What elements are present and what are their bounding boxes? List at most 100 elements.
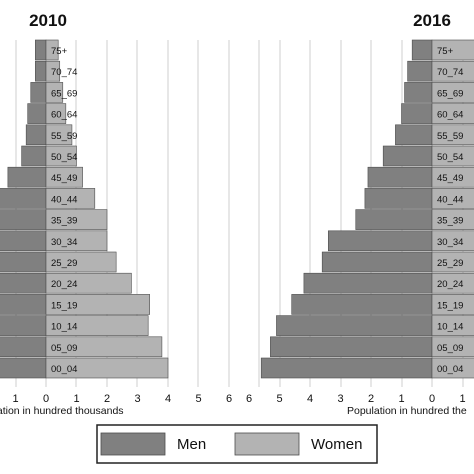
bar-2010-women-50_54	[45, 145, 77, 167]
age-label-2010-30_34: 30_34	[51, 237, 77, 248]
bar-2010-men-30_34	[0, 230, 47, 252]
bar-2016-women-10_14	[431, 315, 474, 336]
bar-2010-men-65_69	[30, 82, 47, 103]
bar-2016-women-65_69	[431, 82, 474, 103]
age-label-2016-50_54: 50_54	[437, 152, 463, 163]
bar-2010-men-45_49	[7, 166, 47, 188]
bar-2010-women-65_69	[45, 82, 64, 103]
bar-2010-men-75+	[35, 39, 47, 61]
bar-2016-men-15_19	[291, 294, 433, 315]
age-label-2016-20_24: 20_24	[437, 279, 463, 290]
age-label-2010-00_04: 00_04	[51, 364, 77, 375]
x-tick-2016-1: 5	[276, 393, 282, 405]
x-tick-2010-2: 1	[73, 393, 79, 405]
bar-2010-men-35_39	[0, 209, 47, 230]
bar-2010-men-05_09	[0, 336, 47, 358]
age-label-2016-10_14: 10_14	[437, 322, 463, 333]
bar-2010-women-20_24	[45, 272, 132, 294]
age-label-2016-60_64: 60_64	[437, 110, 463, 121]
bar-2016-men-45_49	[367, 166, 433, 188]
bar-2010-women-60_64	[45, 103, 67, 124]
legend-women-label: Women	[311, 436, 362, 453]
bar-2010-women-25_29	[45, 251, 117, 273]
age-label-2010-35_39: 35_39	[51, 216, 77, 227]
x-tick-2010-1: 0	[43, 393, 49, 405]
age-label-2016-15_19: 15_19	[437, 300, 463, 311]
age-label-2016-65_69: 65_69	[437, 88, 463, 99]
x-tick-2010-3: 2	[104, 393, 110, 405]
age-label-2010-15_19: 15_19	[51, 300, 77, 311]
bar-2016-men-00_04	[260, 357, 433, 379]
bar-2010-men-10_14	[0, 315, 47, 336]
bar-2010-women-15_19	[45, 294, 150, 315]
x-axis-title-2016: Population in hundred the	[347, 405, 467, 417]
x-tick-2016-3: 3	[337, 393, 343, 405]
legend: Men Women	[96, 424, 378, 464]
bar-2010-men-25_29	[0, 251, 47, 273]
bar-2016-women-00_04	[431, 357, 474, 379]
bar-2010-men-40_44	[0, 188, 47, 209]
x-tick-2016-0: 6	[246, 393, 252, 405]
bar-2016-women-70_74	[431, 60, 474, 82]
bar-2016-women-15_19	[431, 294, 474, 315]
x-tick-2010-7: 6	[226, 393, 232, 405]
age-label-2016-05_09: 05_09	[437, 343, 463, 354]
bar-2010-women-35_39	[45, 209, 108, 230]
x-tick-2010-5: 4	[165, 393, 171, 405]
bar-2016-men-65_69	[404, 82, 433, 103]
bar-2010-women-00_04	[45, 357, 169, 379]
bar-2010-women-30_34	[45, 230, 108, 252]
bar-2016-men-05_09	[270, 336, 433, 358]
age-label-2016-40_44: 40_44	[437, 194, 463, 205]
bar-2016-men-60_64	[401, 103, 433, 124]
bar-2016-women-20_24	[431, 272, 474, 294]
bar-2016-women-25_29	[431, 251, 474, 273]
bar-2010-men-15_19	[0, 294, 47, 315]
bar-2010-women-40_44	[45, 188, 96, 209]
bar-2016-men-20_24	[303, 272, 433, 294]
bar-2016-men-25_29	[321, 251, 433, 273]
chart-title-2016: 2016	[413, 11, 451, 30]
age-label-2016-75+: 75+	[437, 46, 454, 57]
bar-2010-women-10_14	[45, 315, 149, 336]
bar-2016-men-70_74	[407, 60, 433, 82]
chart-title-2010: 2010	[29, 11, 67, 30]
x-tick-labels: 1 0 1 2 3 4 5 6 6 5 4 3 2 1 0 1	[12, 393, 465, 405]
age-labels: 00_04 05_09 10_14 15_19 20_24 25_29 30_34 35_39…	[51, 46, 463, 375]
bar-2016-women-55_59	[431, 124, 474, 146]
x-tick-2010-0: 1	[12, 393, 18, 405]
x-tick-2016-6: 0	[429, 393, 435, 405]
bar-2016-women-35_39	[431, 209, 474, 230]
bar-2016-women-40_44	[431, 188, 474, 209]
age-label-2010-50_54: 50_54	[51, 152, 77, 163]
bar-2010-men-60_64	[27, 103, 47, 124]
x-tick-2010-6: 5	[195, 393, 201, 405]
bar-2010-women-75+	[45, 39, 59, 61]
bar-2016-men-35_39	[355, 209, 433, 230]
age-label-2010-10_14: 10_14	[51, 322, 77, 333]
bar-2016-men-30_34	[327, 230, 433, 252]
bar-2016-women-45_49	[431, 166, 474, 188]
bar-2010-women-70_74	[45, 60, 61, 82]
bars	[0, 39, 474, 379]
bar-2016-men-40_44	[364, 188, 433, 209]
age-label-2016-00_04: 00_04	[437, 364, 463, 375]
legend-men-swatch	[100, 432, 166, 456]
age-label-2010-65_69: 65_69	[51, 88, 77, 99]
legend-box	[96, 424, 378, 464]
bar-2010-women-55_59	[45, 124, 73, 146]
bar-2010-women-05_09	[45, 336, 163, 358]
bar-2010-men-55_59	[25, 124, 47, 146]
bar-2010-men-00_04	[0, 357, 47, 379]
bar-2010-men-20_24	[0, 272, 47, 294]
legend-women-swatch	[234, 432, 300, 456]
age-label-2010-75+: 75+	[51, 46, 68, 57]
age-label-2010-60_64: 60_64	[51, 110, 77, 121]
x-tick-2016-2: 4	[307, 393, 313, 405]
bar-2010-women-45_49	[45, 166, 83, 188]
bar-2016-men-75+	[411, 39, 433, 61]
age-label-2010-20_24: 20_24	[51, 279, 77, 290]
bar-2016-women-30_34	[431, 230, 474, 252]
x-tick-2016-4: 2	[368, 393, 374, 405]
